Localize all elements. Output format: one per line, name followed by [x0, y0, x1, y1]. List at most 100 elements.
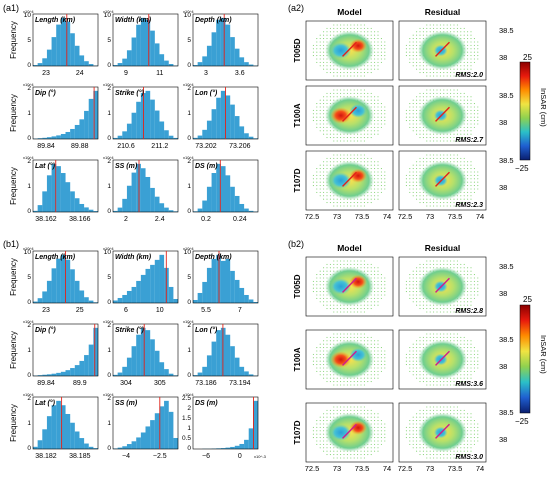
- histogram-bar: [56, 135, 61, 139]
- data-point: [357, 89, 359, 91]
- histogram-bar: [84, 355, 89, 376]
- x-tick-label: 5.5: [201, 307, 211, 314]
- histogram-bar: [88, 64, 94, 66]
- data-point: [429, 384, 431, 386]
- histogram-bar: [150, 264, 155, 303]
- data-point: [357, 381, 359, 383]
- data-point: [450, 457, 452, 459]
- data-point: [470, 270, 472, 272]
- data-point: [343, 336, 345, 338]
- data-point: [433, 311, 435, 313]
- y-tick-label: 1: [187, 110, 191, 117]
- data-point: [467, 294, 469, 296]
- data-point: [377, 174, 379, 176]
- data-point: [374, 44, 376, 46]
- histogram-bar: [206, 267, 212, 303]
- y-tick-label: 0: [187, 62, 191, 69]
- data-point: [412, 426, 414, 428]
- data-point: [456, 340, 458, 342]
- data-point: [370, 133, 372, 135]
- data-point: [377, 416, 379, 418]
- data-point: [419, 347, 421, 349]
- histogram-frame: [32, 13, 99, 67]
- histogram-frame: [32, 86, 99, 140]
- data-point: [323, 113, 325, 115]
- data-point: [473, 188, 475, 190]
- histogram-bar: [239, 443, 245, 449]
- data-point: [363, 154, 365, 156]
- data-point: [412, 360, 414, 362]
- data-point: [473, 181, 475, 183]
- data-point: [405, 364, 407, 366]
- data-point: [460, 96, 462, 98]
- data-point: [439, 336, 441, 338]
- histogram-bar: [239, 203, 245, 212]
- data-point: [419, 168, 421, 170]
- data-point: [470, 44, 472, 46]
- data-point: [363, 198, 365, 200]
- histogram-bar: [136, 437, 141, 449]
- data-point: [405, 120, 407, 122]
- data-point: [419, 340, 421, 342]
- data-point: [319, 297, 321, 299]
- data-point: [377, 367, 379, 369]
- data-point: [363, 24, 365, 26]
- data-point: [470, 133, 472, 135]
- data-point: [340, 161, 342, 163]
- data-point: [326, 270, 328, 272]
- histogram-bar: [42, 291, 47, 303]
- data-point: [460, 68, 462, 70]
- data-point: [456, 267, 458, 269]
- data-point: [405, 174, 407, 176]
- data-point: [436, 157, 438, 159]
- panel-label-b1: (b1): [3, 239, 19, 249]
- data-point: [405, 55, 407, 57]
- data-point: [319, 188, 321, 190]
- data-point: [329, 130, 331, 132]
- data-point: [477, 113, 479, 115]
- data-point: [456, 454, 458, 456]
- data-point: [380, 120, 382, 122]
- data-point: [384, 116, 386, 118]
- data-point: [453, 333, 455, 335]
- data-point: [384, 48, 386, 50]
- data-point: [412, 440, 414, 442]
- fault-trace: [342, 423, 357, 439]
- histogram-bar: [56, 400, 61, 449]
- data-point: [377, 44, 379, 46]
- data-point: [477, 287, 479, 289]
- histogram-frame: [192, 13, 259, 67]
- data-point: [374, 178, 376, 180]
- data-point: [319, 374, 321, 376]
- data-point: [470, 61, 472, 63]
- deformation-lobe: [349, 347, 367, 362]
- data-point: [416, 267, 418, 269]
- data-point: [450, 336, 452, 338]
- data-point: [456, 406, 458, 408]
- data-point: [346, 308, 348, 310]
- data-point: [473, 38, 475, 40]
- data-point: [467, 416, 469, 418]
- data-point: [374, 171, 376, 173]
- data-point: [412, 34, 414, 36]
- data-point: [429, 260, 431, 262]
- data-point: [426, 384, 428, 386]
- data-point: [323, 270, 325, 272]
- data-point: [312, 360, 314, 362]
- data-point: [443, 92, 445, 94]
- data-point: [426, 202, 428, 204]
- data-point: [436, 154, 438, 156]
- data-point: [453, 336, 455, 338]
- histogram-bar: [216, 448, 221, 449]
- x-tick-label: 25: [76, 307, 84, 314]
- histogram-bar: [93, 211, 99, 212]
- data-point: [426, 336, 428, 338]
- data-point: [426, 92, 428, 94]
- data-point: [467, 274, 469, 276]
- data-point: [377, 426, 379, 428]
- data-point: [346, 333, 348, 335]
- lon-tick-label: 73: [426, 212, 434, 221]
